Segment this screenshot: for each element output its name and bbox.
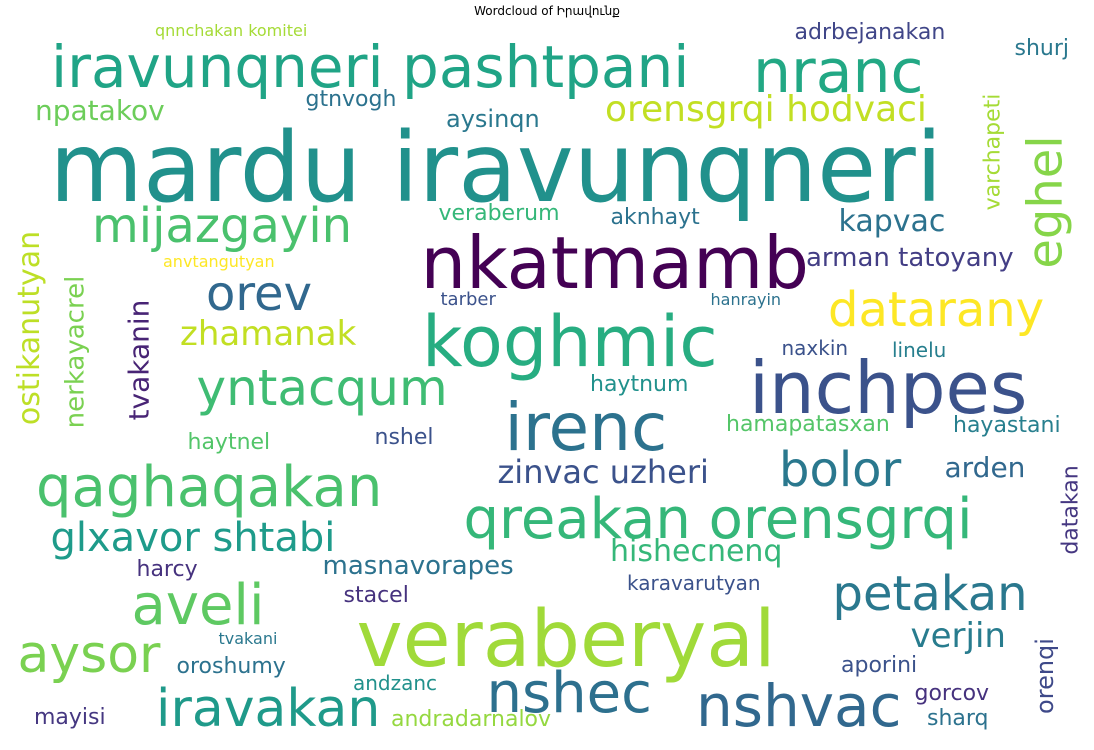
- cloud-word: aporini: [841, 653, 918, 678]
- cloud-word: mijazgayin: [92, 198, 353, 254]
- cloud-word: gorcov: [914, 681, 990, 706]
- cloud-word: qaghaqakan: [36, 455, 383, 520]
- cloud-word: stacel: [343, 583, 409, 608]
- cloud-word: nshec: [486, 661, 652, 726]
- cloud-word: tvakanin: [121, 299, 155, 421]
- cloud-word: glxavor shtabi: [50, 515, 336, 561]
- cloud-word: veraberyal: [356, 595, 776, 685]
- cloud-word: andradarnalov: [391, 707, 552, 732]
- cloud-word: naxkin: [781, 336, 849, 360]
- cloud-word: orev: [206, 266, 312, 322]
- cloud-word: datakan: [1058, 465, 1084, 555]
- cloud-word: nerkayacrel: [59, 275, 90, 429]
- cloud-word: datarany: [828, 282, 1045, 338]
- cloud-word: karavarutyan: [627, 571, 761, 595]
- chart-title: Wordcloud of Իրավունք: [474, 4, 620, 18]
- cloud-word: qnnchakan komitei: [155, 22, 308, 40]
- cloud-word: hayastani: [953, 413, 1061, 438]
- cloud-word: zhamanak: [180, 314, 357, 354]
- cloud-word: arman tatoyany: [806, 243, 1014, 273]
- cloud-word: eghel: [1017, 135, 1074, 269]
- cloud-word: verjin: [910, 616, 1006, 656]
- cloud-word: shurj: [1014, 36, 1070, 61]
- cloud-word: oroshumy: [176, 654, 286, 679]
- cloud-word: bolor: [779, 442, 902, 498]
- cloud-word: nshvac: [696, 672, 902, 740]
- cloud-word: iravunqneri pashtpani: [51, 33, 690, 101]
- cloud-word: nranc: [753, 37, 924, 107]
- cloud-word: gtnvogh: [305, 87, 397, 112]
- cloud-word: harcy: [136, 557, 198, 582]
- cloud-word: tvakani: [218, 629, 278, 648]
- cloud-word: linelu: [892, 338, 947, 362]
- cloud-word: mardu iravunqneri: [49, 112, 943, 224]
- cloud-word: arden: [944, 451, 1026, 484]
- cloud-word: nshel: [374, 425, 434, 450]
- cloud-word: irenc: [504, 389, 668, 466]
- cloud-word: hishecnenq: [610, 534, 783, 569]
- cloud-word: aknhayt: [610, 205, 700, 230]
- cloud-word: veraberum: [438, 201, 560, 226]
- cloud-word: kapvac: [838, 204, 946, 239]
- cloud-word: aveli: [131, 573, 265, 638]
- cloud-word: aysinqn: [446, 105, 540, 133]
- cloud-word: ostikanutyan: [12, 230, 48, 426]
- cloud-word: zinvac uzheri: [497, 453, 709, 491]
- cloud-word: nkatmamb: [420, 221, 810, 305]
- cloud-word: petakan: [832, 566, 1028, 622]
- cloud-word: qreakan orensgrqi: [463, 487, 973, 552]
- cloud-word: iravakan: [156, 679, 381, 739]
- cloud-word: hanrayin: [710, 290, 782, 309]
- cloud-word: adrbejanakan: [794, 22, 946, 45]
- cloud-word: hamapatasxan: [726, 412, 890, 437]
- cloud-word: koghmic: [422, 301, 718, 383]
- cloud-word: mayisi: [34, 705, 106, 730]
- cloud-word: orenqi: [1030, 638, 1059, 714]
- cloud-word: yntacqum: [196, 359, 448, 417]
- cloud-word: masnavorapes: [322, 551, 514, 581]
- cloud-word: orensgrqi hodvaci: [605, 89, 927, 130]
- cloud-word: anvtangutyan: [163, 252, 275, 271]
- cloud-word: andzanc: [353, 671, 438, 695]
- cloud-word: aysor: [17, 625, 161, 685]
- word-cloud: mardu iravunqneri veraberyal nkatmamb inchp…: [12, 22, 1084, 740]
- cloud-word: tarber: [440, 289, 496, 310]
- cloud-word: sharq: [927, 706, 989, 731]
- cloud-word: inchpes: [749, 346, 1028, 430]
- cloud-word: varchapeti: [979, 93, 1005, 211]
- cloud-word: haytnel: [187, 430, 271, 455]
- cloud-word: haytnum: [590, 372, 689, 397]
- cloud-word: npatakov: [35, 94, 165, 127]
